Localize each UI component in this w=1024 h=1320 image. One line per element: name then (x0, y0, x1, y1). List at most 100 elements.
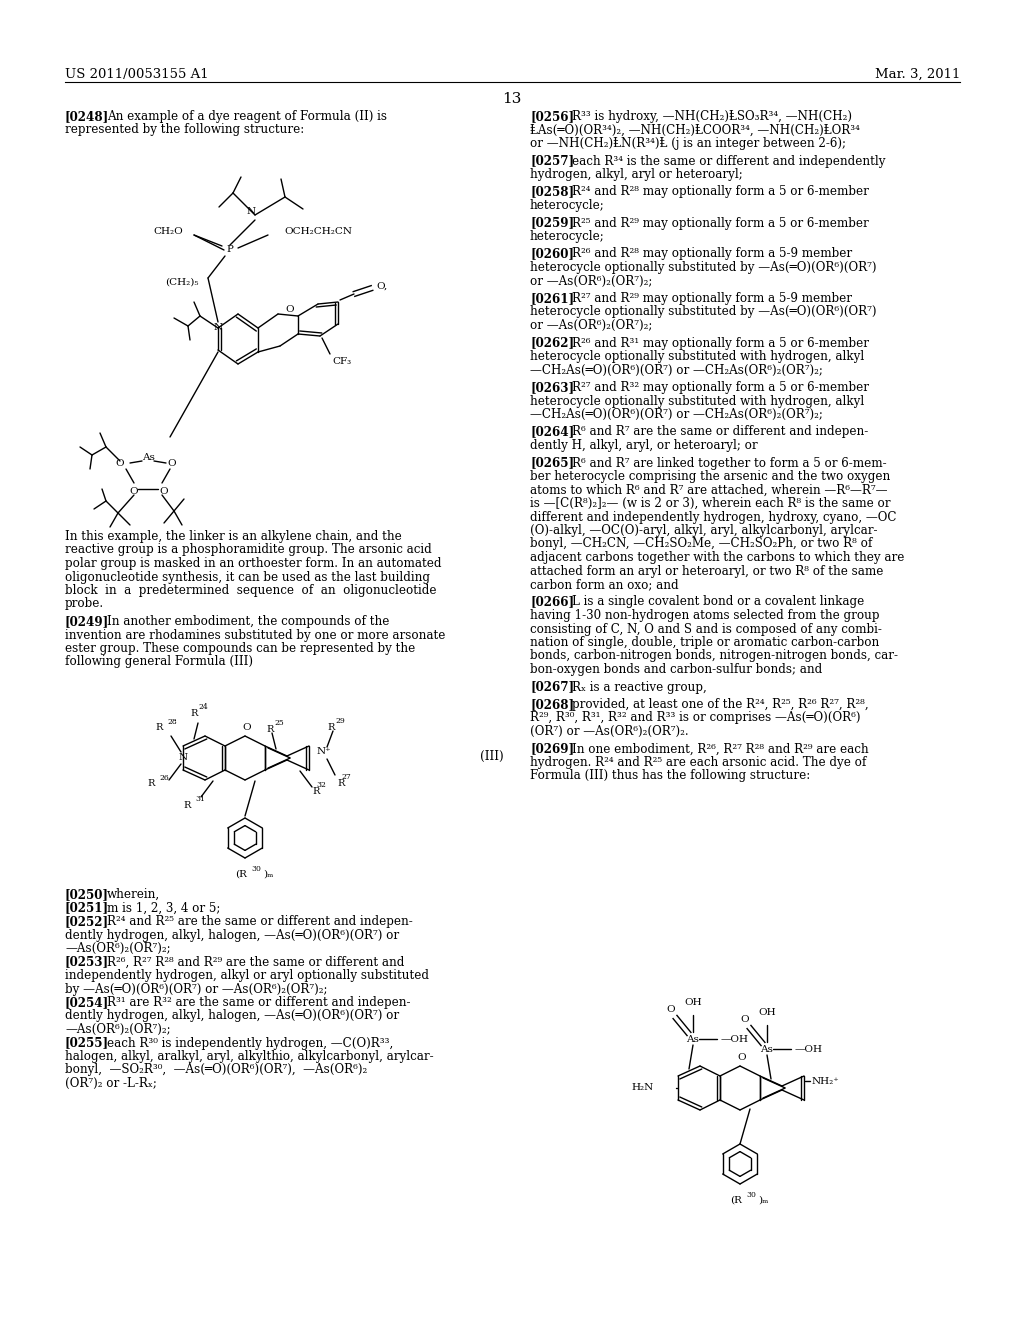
Text: heterocycle optionally substituted by —As(═O)(OR⁶)(OR⁷): heterocycle optionally substituted by —A… (530, 305, 877, 318)
Text: by —As(═O)(OR⁶)(OR⁷) or —As(OR⁶)₂(OR⁷)₂;: by —As(═O)(OR⁶)(OR⁷) or —As(OR⁶)₂(OR⁷)₂; (65, 982, 328, 995)
Text: [0262]: [0262] (530, 337, 574, 350)
Text: [0269]: [0269] (530, 742, 574, 755)
Text: polar group is masked in an orthoester form. In an automated: polar group is masked in an orthoester f… (65, 557, 441, 570)
Text: oligonucleotide synthesis, it can be used as the last building: oligonucleotide synthesis, it can be use… (65, 570, 430, 583)
Text: block  in  a  predetermined  sequence  of  an  oligonucleotide: block in a predetermined sequence of an … (65, 583, 436, 597)
Text: R³³ is hydroxy, —NH(CH₂)ⱠSO₃R³⁴, —NH(CH₂): R³³ is hydroxy, —NH(CH₂)ⱠSO₃R³⁴, —NH(CH₂… (572, 110, 852, 123)
Text: ⱠAs(═O)(OR³⁴)₂, —NH(CH₂)ⱠCOOR³⁴, —NH(CH₂)ⱠOR³⁴: ⱠAs(═O)(OR³⁴)₂, —NH(CH₂)ⱠCOOR³⁴, —NH(CH₂… (530, 124, 860, 136)
Text: R²⁹, R³⁰, R³¹, R³² and R³³ is or comprises —As(═O)(OR⁶): R²⁹, R³⁰, R³¹, R³² and R³³ is or compris… (530, 711, 860, 725)
Text: heterocycle;: heterocycle; (530, 230, 605, 243)
Text: R: R (183, 801, 191, 810)
Text: [0258]: [0258] (530, 186, 574, 198)
Text: [0253]: [0253] (65, 956, 110, 969)
Text: Rₓ is a reactive group,: Rₓ is a reactive group, (572, 681, 707, 693)
Text: dently H, alkyl, aryl, or heteroaryl; or: dently H, alkyl, aryl, or heteroaryl; or (530, 440, 758, 451)
Text: each R³⁰ is independently hydrogen, —C(O)R³³,: each R³⁰ is independently hydrogen, —C(O… (106, 1036, 393, 1049)
Text: [0268]: [0268] (530, 698, 574, 711)
Text: As: As (141, 453, 155, 462)
Text: wherein,: wherein, (106, 888, 160, 902)
Text: probe.: probe. (65, 598, 104, 610)
Text: O: O (130, 487, 138, 495)
Text: O: O (740, 1015, 750, 1023)
Text: bonyl, —CH₂CN, —CH₂SO₂Me, —CH₂SO₂Ph, or two R⁸ of: bonyl, —CH₂CN, —CH₂SO₂Me, —CH₂SO₂Ph, or … (530, 537, 872, 550)
Text: )ₘ: )ₘ (263, 870, 273, 879)
Text: N: N (178, 754, 187, 763)
Text: R²⁷ and R³² may optionally form a 5 or 6-member: R²⁷ and R³² may optionally form a 5 or 6… (572, 381, 869, 393)
Text: N⁺: N⁺ (317, 747, 332, 755)
Text: R⁶ and R⁷ are linked together to form a 5 or 6-mem-: R⁶ and R⁷ are linked together to form a … (572, 457, 887, 470)
Text: [0267]: [0267] (530, 681, 574, 693)
Text: [0260]: [0260] (530, 248, 574, 260)
Text: consisting of C, N, O and S and is composed of any combi-: consisting of C, N, O and S and is compo… (530, 623, 882, 635)
Text: [0249]: [0249] (65, 615, 110, 628)
Text: R²⁶ and R²⁸ may optionally form a 5-9 member: R²⁶ and R²⁸ may optionally form a 5-9 me… (572, 248, 852, 260)
Text: hydrogen, alkyl, aryl or heteroaryl;: hydrogen, alkyl, aryl or heteroaryl; (530, 168, 742, 181)
Text: —OH: —OH (795, 1044, 823, 1053)
Text: R: R (147, 780, 155, 788)
Text: [0257]: [0257] (530, 154, 574, 168)
Text: [0248]: [0248] (65, 110, 110, 123)
Text: R²⁶ and R³¹ may optionally form a 5 or 6-member: R²⁶ and R³¹ may optionally form a 5 or 6… (572, 337, 869, 350)
Text: H₂N: H₂N (632, 1084, 654, 1093)
Text: [0266]: [0266] (530, 595, 574, 609)
Text: [0252]: [0252] (65, 915, 110, 928)
Text: O,: O, (376, 281, 387, 290)
Text: [0261]: [0261] (530, 292, 574, 305)
Text: nation of single, double, triple or aromatic carbon-carbon: nation of single, double, triple or arom… (530, 636, 880, 649)
Text: O: O (116, 458, 124, 467)
Text: ber heterocycle comprising the arsenic and the two oxygen: ber heterocycle comprising the arsenic a… (530, 470, 890, 483)
Text: N: N (213, 323, 222, 333)
Text: N: N (247, 206, 256, 215)
Text: R⁶ and R⁷ are the same or different and indepen-: R⁶ and R⁷ are the same or different and … (572, 425, 868, 438)
Text: atoms to which R⁶ and R⁷ are attached, wherein —R⁶—R⁷—: atoms to which R⁶ and R⁷ are attached, w… (530, 483, 888, 496)
Text: halogen, alkyl, aralkyl, aryl, alkylthio, alkylcarbonyl, arylcar-: halogen, alkyl, aralkyl, aryl, alkylthio… (65, 1049, 433, 1063)
Text: 13: 13 (503, 92, 521, 106)
Text: (R: (R (234, 870, 247, 879)
Text: 24: 24 (198, 704, 208, 711)
Text: As: As (686, 1035, 699, 1044)
Text: having 1-30 non-hydrogen atoms selected from the group: having 1-30 non-hydrogen atoms selected … (530, 609, 880, 622)
Text: An example of a dye reagent of Formula (II) is: An example of a dye reagent of Formula (… (106, 110, 387, 123)
Text: CH₂O: CH₂O (154, 227, 183, 236)
Text: [0256]: [0256] (530, 110, 574, 123)
Text: heterocycle optionally substituted with hydrogen, alkyl: heterocycle optionally substituted with … (530, 395, 864, 408)
Text: OH: OH (684, 998, 701, 1007)
Text: )ₘ: )ₘ (758, 1196, 768, 1205)
Text: R: R (337, 779, 344, 788)
Text: Mar. 3, 2011: Mar. 3, 2011 (874, 69, 961, 81)
Text: O: O (243, 723, 251, 733)
Text: R²⁵ and R²⁹ may optionally form a 5 or 6-member: R²⁵ and R²⁹ may optionally form a 5 or 6… (572, 216, 868, 230)
Text: is —[C(R⁸)₂]₂— (w is 2 or 3), wherein each R⁸ is the same or: is —[C(R⁸)₂]₂— (w is 2 or 3), wherein ea… (530, 498, 891, 510)
Text: dently hydrogen, alkyl, halogen, —As(═O)(OR⁶)(OR⁷) or: dently hydrogen, alkyl, halogen, —As(═O)… (65, 928, 399, 941)
Text: 25: 25 (274, 719, 284, 727)
Text: O: O (168, 458, 176, 467)
Text: Formula (III) thus has the following structure:: Formula (III) thus has the following str… (530, 770, 810, 783)
Text: R²⁴ and R²⁸ may optionally form a 5 or 6-member: R²⁴ and R²⁸ may optionally form a 5 or 6… (572, 186, 869, 198)
Text: (CH₂)₅: (CH₂)₅ (165, 277, 199, 286)
Text: hydrogen. R²⁴ and R²⁵ are each arsonic acid. The dye of: hydrogen. R²⁴ and R²⁵ are each arsonic a… (530, 756, 866, 770)
Text: m is 1, 2, 3, 4 or 5;: m is 1, 2, 3, 4 or 5; (106, 902, 220, 915)
Text: independently hydrogen, alkyl or aryl optionally substituted: independently hydrogen, alkyl or aryl op… (65, 969, 429, 982)
Text: or —NH(CH₂)ⱠN(R³⁴)Ⱡ (j is an integer between 2-6);: or —NH(CH₂)ⱠN(R³⁴)Ⱡ (j is an integer bet… (530, 137, 846, 150)
Text: carbon form an oxo; and: carbon form an oxo; and (530, 578, 679, 591)
Text: OH: OH (758, 1008, 776, 1016)
Text: —As(OR⁶)₂(OR⁷)₂;: —As(OR⁶)₂(OR⁷)₂; (65, 1023, 171, 1036)
Text: O: O (160, 487, 168, 495)
Text: [0265]: [0265] (530, 457, 574, 470)
Text: L is a single covalent bond or a covalent linkage: L is a single covalent bond or a covalen… (572, 595, 864, 609)
Text: OCH₂CH₂CN: OCH₂CH₂CN (284, 227, 352, 236)
Text: O: O (667, 1005, 675, 1014)
Text: R: R (156, 723, 163, 733)
Text: [0251]: [0251] (65, 902, 110, 915)
Text: different and independently hydrogen, hydroxy, cyano, —OC: different and independently hydrogen, hy… (530, 511, 896, 524)
Text: or —As(OR⁶)₂(OR⁷)₂;: or —As(OR⁶)₂(OR⁷)₂; (530, 319, 652, 333)
Text: (III): (III) (480, 750, 504, 763)
Text: bon-oxygen bonds and carbon-sulfur bonds; and: bon-oxygen bonds and carbon-sulfur bonds… (530, 663, 822, 676)
Text: reactive group is a phosphoramidite group. The arsonic acid: reactive group is a phosphoramidite grou… (65, 544, 432, 557)
Text: [0255]: [0255] (65, 1036, 110, 1049)
Text: R²⁶, R²⁷ R²⁸ and R²⁹ are the same or different and: R²⁶, R²⁷ R²⁸ and R²⁹ are the same or dif… (106, 956, 404, 969)
Text: 30: 30 (251, 865, 261, 873)
Text: 27: 27 (341, 774, 351, 781)
Text: [0263]: [0263] (530, 381, 574, 393)
Text: P: P (226, 246, 233, 255)
